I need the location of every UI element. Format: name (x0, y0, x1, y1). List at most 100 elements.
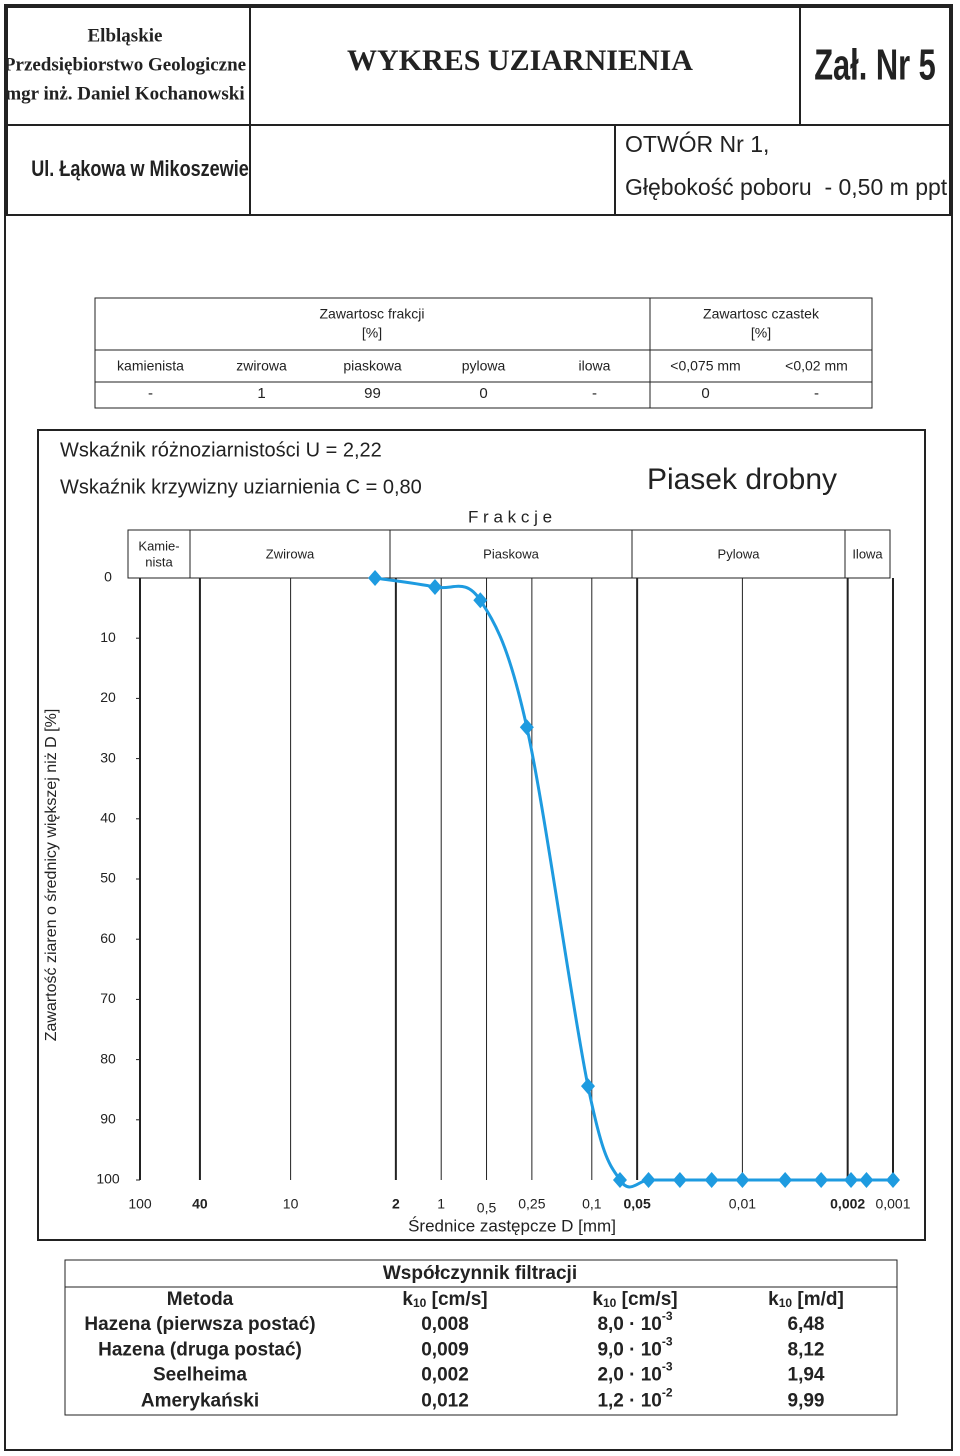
group-header: Zawartosc frakcji (319, 306, 424, 322)
y-tick-label: 40 (100, 810, 116, 826)
cell-sup: -3 (662, 1360, 673, 1374)
point (735, 1172, 750, 1188)
cell: Hazena (pierwsza postać) (84, 1314, 315, 1335)
cell: Amerykański (141, 1391, 259, 1412)
x-tick-label: 100 (128, 1196, 152, 1212)
point (519, 719, 534, 736)
cell: 0,008 (421, 1314, 469, 1335)
cell: 0 (701, 385, 709, 402)
cell-sup: -3 (662, 1335, 673, 1349)
page-frame (4, 4, 953, 1451)
y-tick-label: 100 (96, 1171, 120, 1187)
cell-part: 2,0 · 10 (597, 1365, 661, 1386)
cell-sub: 10 (779, 1296, 793, 1310)
cell: Seelheima (153, 1365, 247, 1386)
filtration-table (64, 1259, 898, 1416)
point (672, 1172, 687, 1188)
cell: - (148, 385, 153, 402)
company: mgr inż. Daniel Kochanowski (5, 83, 244, 104)
x-tick-label: 10 (283, 1196, 299, 1212)
cell: k10 [m/d] (768, 1289, 844, 1310)
company: Elbląskie (88, 25, 163, 46)
point (580, 1078, 595, 1095)
cell-sub: 10 (603, 1296, 617, 1310)
x-tick-label: 0,01 (729, 1196, 756, 1212)
cell: 1,2 · 10-2 (597, 1386, 672, 1412)
y-tick-label: 80 (100, 1050, 116, 1066)
cell: 0 (479, 385, 487, 402)
y-tick-label: 20 (100, 689, 116, 705)
chart-frame (37, 429, 926, 1241)
point (844, 1172, 859, 1188)
column-header: pylowa (462, 358, 506, 374)
fractions-table (94, 297, 873, 409)
column-header: <0,075 mm (670, 358, 740, 374)
y-tick-label: 30 (100, 749, 116, 765)
column-header: ilowa (579, 358, 611, 374)
cell-part: k (592, 1289, 603, 1310)
fraction-label: Kamie- (138, 538, 179, 553)
x-tick-label: 2 (392, 1196, 400, 1212)
y-tick-label: 0 (104, 569, 112, 585)
point (859, 1172, 874, 1188)
cell-part: 9,0 · 10 (597, 1340, 661, 1361)
x-tick-label: 0,002 (830, 1196, 865, 1212)
point (427, 579, 442, 596)
header: Elbląskie Przedsiębiorstwo Geologiczne m… (4, 6, 954, 216)
y-tick-label: 60 (100, 930, 116, 946)
borehole: OTWÓR Nr 1, (625, 131, 769, 157)
x-tick-label: 1 (437, 1196, 445, 1212)
index: Wskaźnik krzywizny uziarnienia C = 0,80 (60, 476, 422, 498)
fraction-label: Ilowa (852, 546, 883, 561)
cell: 9,99 (788, 1391, 825, 1412)
cell-sup: -3 (662, 1309, 673, 1323)
cell-part: [cm/s] (426, 1289, 487, 1310)
cell: - (814, 385, 819, 402)
cell: 2,0 · 10-3 (597, 1360, 672, 1386)
x-tick-label: 40 (192, 1196, 208, 1212)
column-header: kamienista (117, 358, 184, 374)
fraction-label: Piaskowa (483, 546, 539, 561)
cell: 99 (364, 385, 381, 402)
annex: Zał. Nr 5 (814, 41, 936, 90)
group-header: [%] (751, 325, 771, 341)
fractions-title: F r a k c j e (468, 507, 552, 526)
column-header: piaskowa (343, 358, 402, 374)
cell: 1 (257, 385, 265, 402)
cell: 8,0 · 10-3 (597, 1309, 672, 1335)
index: Wskaźnik różnoziarnistości U = 2,22 (60, 439, 382, 461)
fraction-label: nista (145, 554, 173, 569)
group-header: [%] (362, 325, 382, 341)
fraction-box (844, 529, 891, 579)
cell-part: 1,2 · 10 (597, 1391, 661, 1412)
y-axis-label: Zawartość ziaren o średnicy większej niż… (43, 709, 60, 1042)
chart-title: Piasek drobny (647, 463, 837, 496)
fraction-label: Pylowa (718, 546, 761, 561)
point (886, 1172, 900, 1188)
table-title: Współczynnik filtracji (383, 1263, 577, 1284)
cell: 6,48 (788, 1314, 825, 1335)
cell-part: [cm/s] (616, 1289, 677, 1310)
cell: 1,94 (788, 1365, 825, 1386)
cell-sub: 10 (413, 1296, 427, 1310)
fraction-label: Zwirowa (266, 546, 315, 561)
cell-part: [m/d] (792, 1289, 844, 1310)
company: Przedsiębiorstwo Geologiczne (4, 54, 246, 75)
cell: 0,002 (421, 1365, 469, 1386)
point (368, 570, 383, 586)
cell-sup: -2 (662, 1386, 673, 1400)
y-tick-label: 70 (100, 990, 116, 1006)
curve (374, 576, 893, 1189)
doc-title: WYKRES UZIARNIENIA (347, 44, 693, 77)
point (704, 1172, 719, 1188)
cell: k10 [cm/s] (402, 1289, 487, 1310)
y-tick-label: 50 (100, 870, 116, 886)
x-tick-label: 0,001 (875, 1196, 910, 1212)
group-header: Zawartosc czastek (703, 306, 820, 322)
address: Ul. Łąkowa w Mikoszewie (31, 157, 248, 181)
point (778, 1172, 793, 1188)
cell-part: k (768, 1289, 779, 1310)
point (814, 1172, 829, 1188)
x-tick-label: 0,1 (582, 1196, 602, 1212)
